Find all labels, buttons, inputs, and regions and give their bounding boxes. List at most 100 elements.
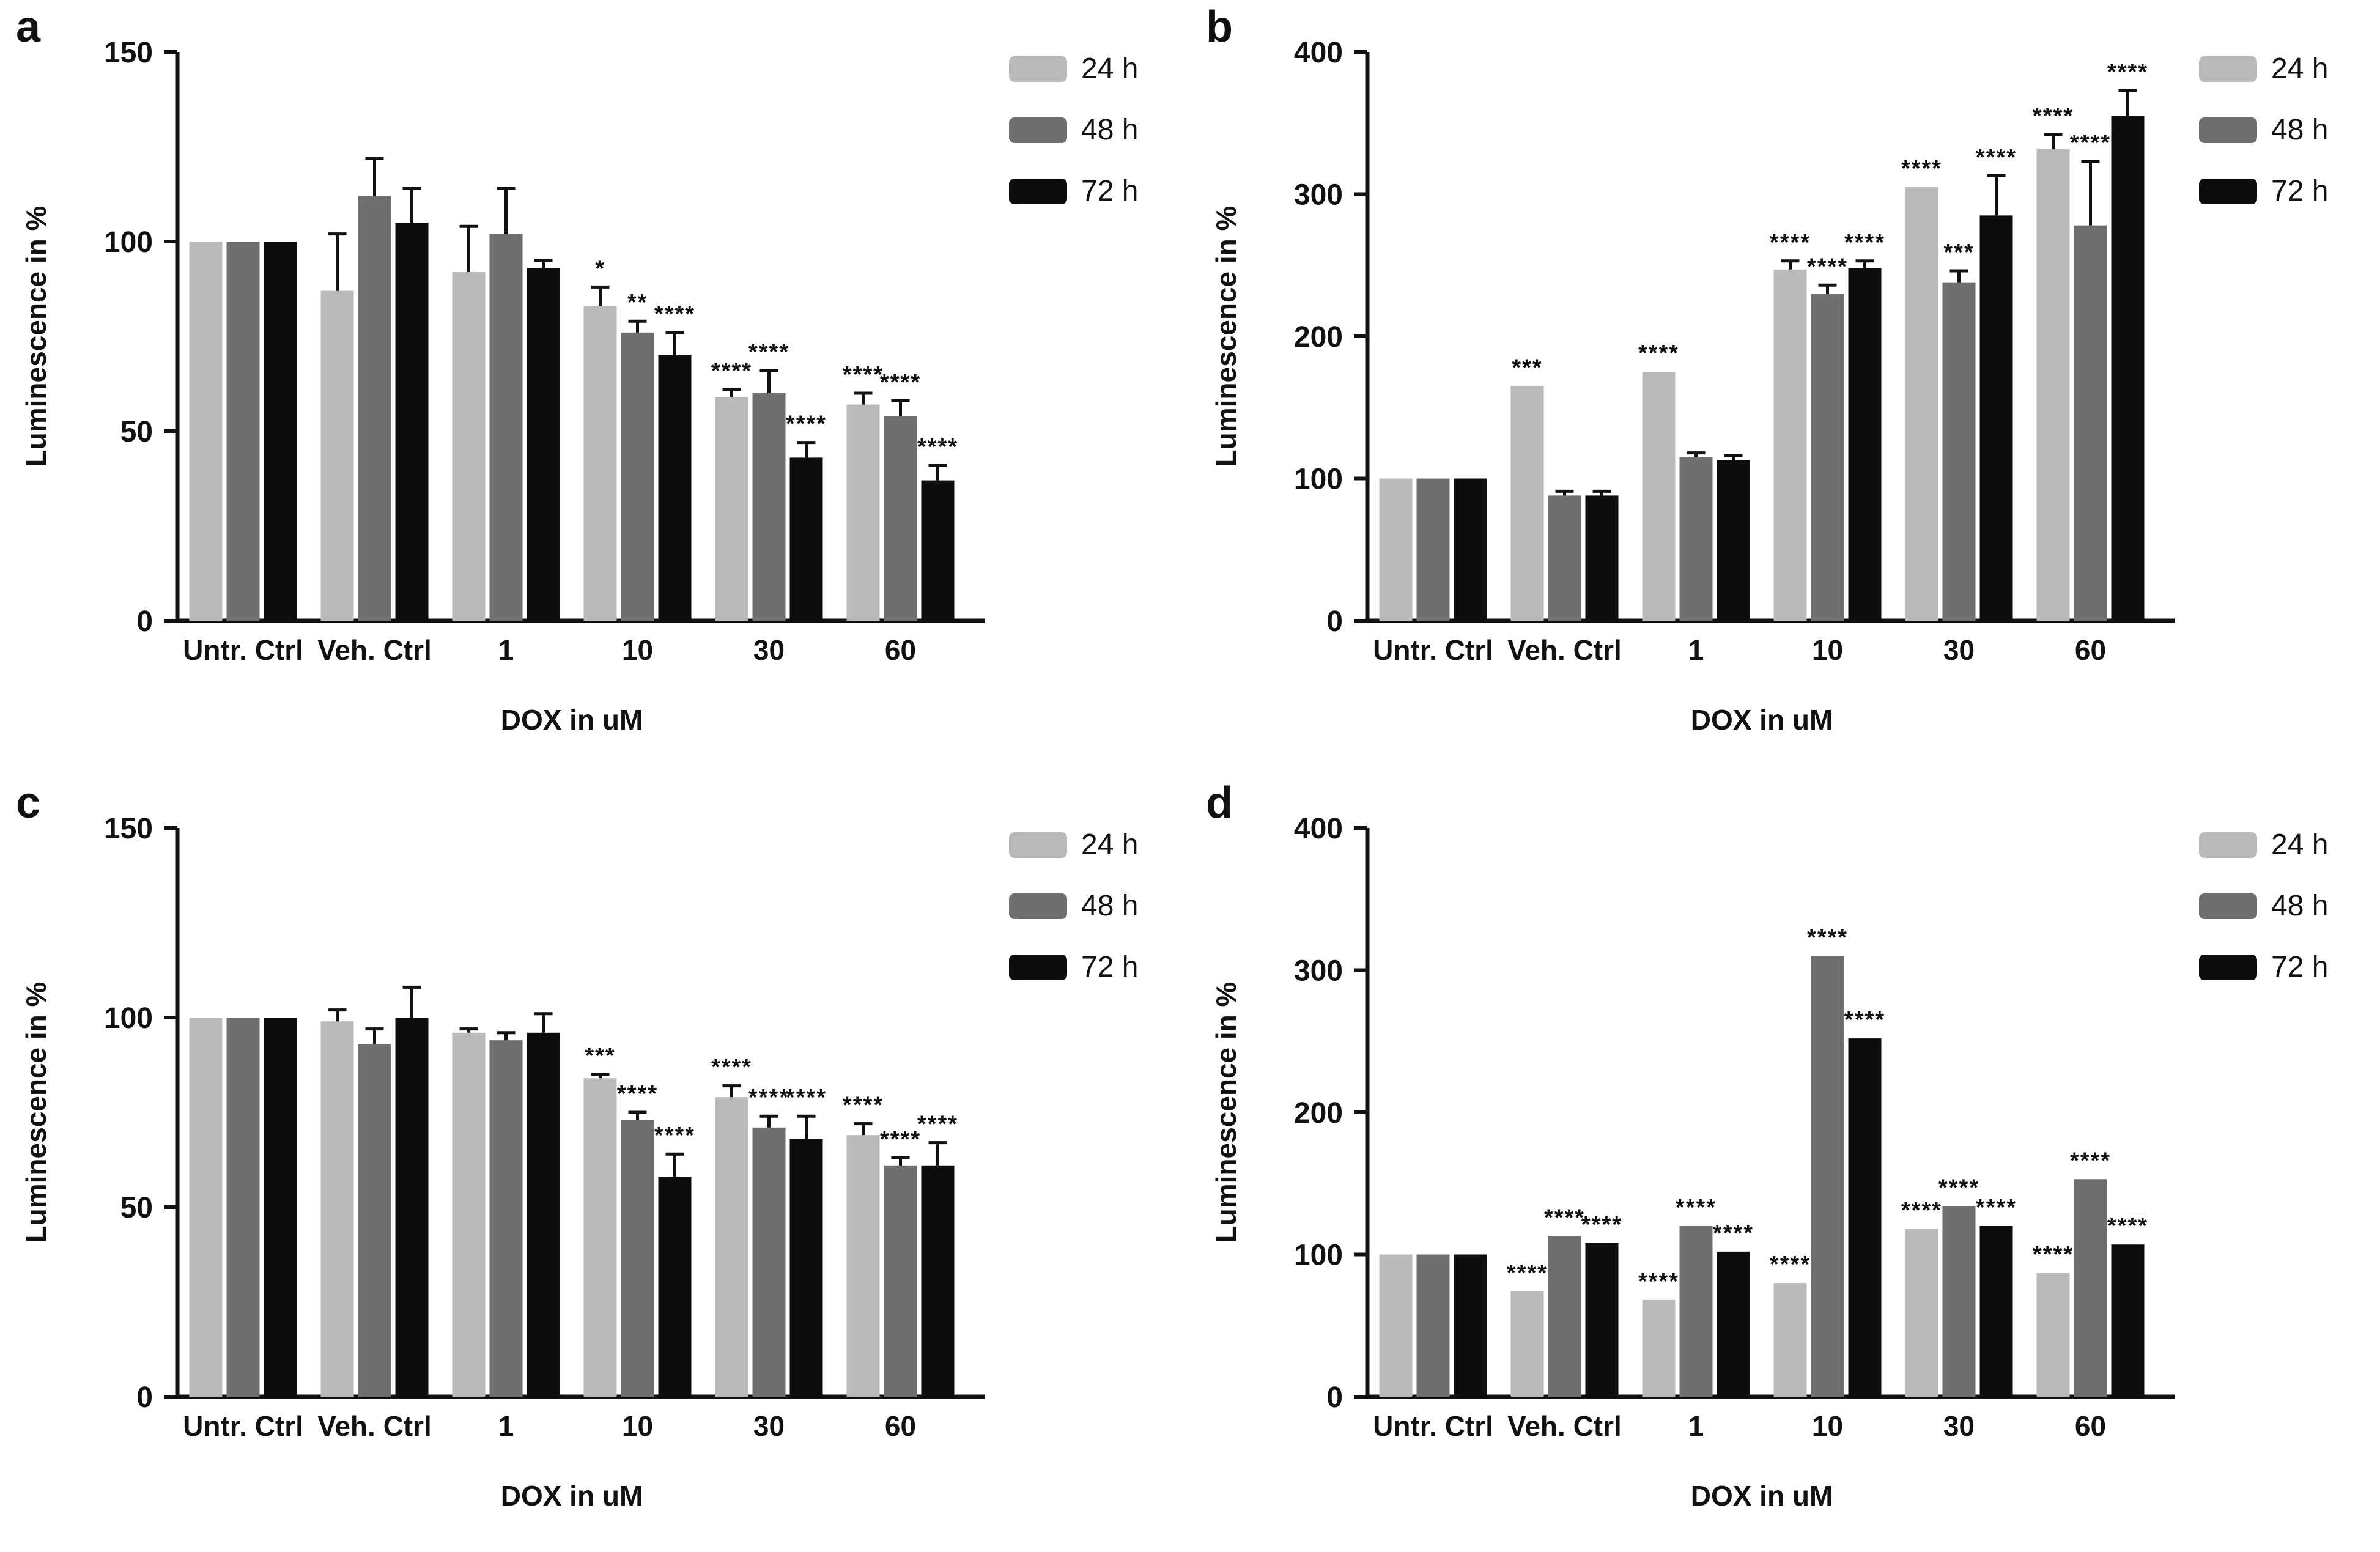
significance-stars: **** — [843, 1093, 884, 1118]
legend-label: 72 h — [1081, 175, 1138, 207]
bar — [1905, 187, 1938, 621]
bar — [452, 272, 486, 621]
bar — [884, 1165, 917, 1397]
significance-stars: **** — [786, 412, 827, 437]
bar — [1416, 1254, 1450, 1397]
bar — [226, 242, 260, 621]
bar — [752, 393, 786, 621]
bar-chart-c: 0 50 100 150 Luminescence in % Untr. Ctrl Veh.… — [20, 813, 1138, 1512]
bar — [621, 332, 654, 621]
chart-panel-d: d 0 100 200 300 400 Luminescence in % Untr. Ct… — [1190, 776, 2380, 1552]
significance-stars: **** — [917, 434, 958, 460]
bar — [489, 1040, 523, 1397]
significance-stars: **** — [2070, 1148, 2111, 1173]
legend-label: 48 h — [1081, 114, 1138, 146]
bar — [752, 1127, 786, 1397]
significance-stars: *** — [585, 1043, 615, 1069]
bar — [1416, 478, 1450, 621]
x-tick-label: 60 — [885, 634, 916, 666]
legend-swatch — [1009, 832, 1067, 858]
legend-label: 24 h — [1081, 829, 1138, 861]
significance-stars: **** — [1581, 1212, 1622, 1238]
bar — [395, 1018, 429, 1397]
y-axis-title: Luminescence in % — [20, 982, 52, 1243]
y-tick-label: 100 — [104, 1002, 153, 1035]
x-axis-title: DOX in uM — [1691, 1480, 1833, 1512]
x-tick-label: 1 — [498, 634, 514, 666]
x-tick-label: 30 — [753, 634, 785, 666]
significance-stars: **** — [1638, 341, 1679, 366]
significance-stars: * — [595, 256, 605, 281]
significance-stars: **** — [843, 362, 884, 388]
bar — [789, 1139, 823, 1397]
legend-swatch — [2199, 179, 2257, 204]
legend-swatch — [2199, 56, 2257, 82]
bar — [583, 1078, 617, 1397]
x-tick-label: Veh. Ctrl — [1507, 634, 1622, 666]
bar — [1811, 294, 1844, 621]
bar — [452, 1032, 486, 1397]
panel-label-c: c — [16, 778, 41, 827]
bar — [1454, 1254, 1487, 1397]
significance-stars: **** — [1976, 144, 2017, 170]
y-tick-label: 0 — [1326, 1381, 1343, 1414]
legend-swatch — [2199, 955, 2257, 980]
bar — [583, 306, 617, 621]
x-tick-label: 10 — [1812, 634, 1843, 666]
legend-swatch — [2199, 117, 2257, 143]
bar — [1510, 386, 1544, 621]
bar — [1942, 282, 1976, 621]
y-axis-title: Luminescence in % — [20, 206, 52, 467]
bar-chart-b: 0 100 200 300 400 Luminescence in % Untr. Ctrl… — [1210, 37, 2328, 736]
chart-panel-b: b 0 100 200 300 400 Luminescence in % Untr. Ct… — [1190, 0, 2380, 776]
significance-stars: **** — [1507, 1260, 1548, 1286]
x-tick-label: 30 — [1943, 1410, 1975, 1442]
bar — [1848, 1038, 1882, 1397]
legend-swatch — [1009, 955, 1067, 980]
bar — [358, 1044, 391, 1397]
chart-panel-a: a 0 50 100 150 Luminescence in % Untr. Ctrl Ve… — [0, 0, 1190, 776]
bar — [1585, 1243, 1619, 1397]
y-tick-label: 200 — [1294, 1097, 1343, 1129]
legend-swatch — [1009, 179, 1067, 204]
significance-stars: **** — [1976, 1195, 2017, 1221]
bar — [2036, 1273, 2070, 1397]
y-tick-label: 0 — [1326, 605, 1343, 638]
x-tick-label: 1 — [1688, 1410, 1704, 1442]
bar — [1848, 268, 1882, 621]
bar — [658, 355, 692, 621]
bar — [264, 1018, 297, 1397]
legend-swatch — [1009, 56, 1067, 82]
bar — [1811, 956, 1844, 1397]
y-tick-label: 300 — [1294, 955, 1343, 988]
bar — [189, 242, 223, 621]
bar — [1548, 1236, 1581, 1397]
panel-label-b: b — [1206, 2, 1233, 51]
x-tick-label: 60 — [885, 1410, 916, 1442]
y-tick-label: 50 — [120, 416, 153, 448]
x-tick-label: Untr. Ctrl — [183, 634, 303, 666]
significance-stars: **** — [617, 1081, 658, 1107]
significance-stars: **** — [1807, 254, 1848, 279]
significance-stars: ** — [627, 290, 648, 316]
significance-stars: **** — [917, 1112, 958, 1137]
bar — [320, 1021, 354, 1397]
bar — [1510, 1291, 1544, 1397]
significance-stars: **** — [2033, 103, 2074, 129]
x-tick-label: 30 — [753, 1410, 785, 1442]
significance-stars: **** — [1844, 1007, 1885, 1033]
legend-swatch — [2199, 832, 2257, 858]
bar — [395, 223, 429, 621]
significance-stars: **** — [2107, 1213, 2148, 1239]
significance-stars: **** — [1713, 1221, 1754, 1246]
significance-stars: **** — [2033, 1242, 2074, 1268]
x-tick-label: 30 — [1943, 634, 1975, 666]
legend-label: 72 h — [1081, 951, 1138, 983]
bar — [320, 290, 354, 621]
y-tick-label: 400 — [1294, 813, 1343, 845]
bar-chart-d: 0 100 200 300 400 Luminescence in % Untr. Ctrl… — [1210, 813, 2328, 1512]
y-tick-label: 150 — [104, 813, 153, 845]
legend-label: 24 h — [2271, 53, 2328, 85]
y-tick-label: 100 — [1294, 1240, 1343, 1272]
bar — [715, 1097, 748, 1397]
